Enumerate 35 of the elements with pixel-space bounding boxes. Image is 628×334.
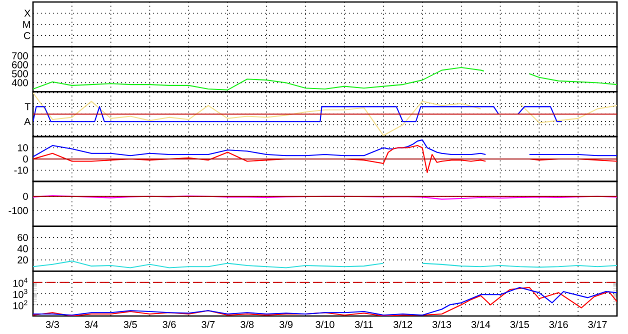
- x-tick-label: 3/14: [471, 320, 490, 328]
- text: T: [24, 103, 31, 110]
- x-tick-label: 3/10: [316, 320, 334, 328]
- text: A: [24, 118, 31, 126]
- y-tick-label: 10: [18, 144, 28, 152]
- x-tick-label: 3/5: [124, 320, 137, 328]
- y-tick-label: 0: [23, 155, 28, 163]
- x-tick-label: 3/7: [202, 320, 215, 328]
- y-tick-label: 700: [12, 52, 28, 60]
- x-tick-label: 3/8: [240, 320, 254, 328]
- x-tick-label: 3/15: [510, 320, 529, 328]
- y-tick-label: -10: [14, 166, 28, 174]
- x-tick-label: 3/3: [46, 320, 59, 328]
- y-tick-label: -100: [8, 207, 28, 214]
- y-tick-label: 10$^{2}$: [13, 300, 28, 310]
- x-tick-label: 3/13: [432, 320, 452, 328]
- x-tick-label: 3/12: [394, 320, 412, 328]
- x-tick-label: 3/4: [84, 320, 98, 328]
- y-tick-label: 60: [18, 234, 28, 242]
- y-tick-label: 400: [12, 79, 28, 86]
- x-tick-label: 3/11: [354, 320, 373, 328]
- x-tick-label: 3/6: [162, 320, 176, 328]
- x-tick-label: 3/9: [279, 320, 293, 328]
- y-tick-label: 500: [12, 70, 28, 78]
- y-tick-label: 20: [18, 256, 28, 264]
- y-tick-label: 600: [12, 61, 28, 68]
- y-tick-label: 40: [17, 245, 28, 252]
- y-tick-label: 10$^{3}$: [13, 289, 28, 298]
- text: X: [24, 10, 31, 17]
- text: C: [24, 32, 30, 40]
- text: M: [23, 20, 30, 28]
- x-tick-label: 3/17: [588, 320, 607, 328]
- y-tick-label: 10$^{4}$: [13, 278, 28, 287]
- x-tick-label: 3/16: [549, 320, 568, 328]
- y-tick-label: 0: [23, 192, 28, 200]
